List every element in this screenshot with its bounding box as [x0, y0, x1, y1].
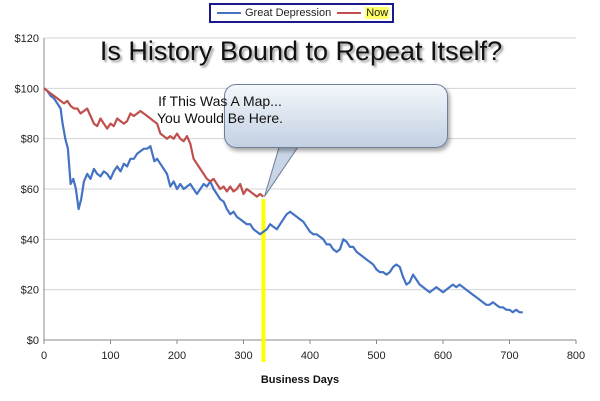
y-axis-ticks: $0 $20 $40 $60 $80 $100 $120 — [15, 33, 39, 347]
legend-item-great-depression: Great Depression — [217, 7, 331, 19]
legend-item-now: Now — [337, 7, 390, 19]
y-tick-label: $100 — [15, 83, 39, 95]
x-tick-label: 100 — [101, 350, 119, 362]
y-tick-label: $20 — [21, 285, 39, 297]
y-tick-label: $80 — [21, 134, 39, 146]
y-tick-label: $60 — [21, 184, 39, 196]
legend-swatch-great-depression — [217, 12, 241, 14]
callout-line-2: You Would Be Here. — [156, 110, 284, 126]
y-tick-label: $40 — [21, 234, 39, 246]
legend-label-great-depression: Great Depression — [245, 7, 332, 19]
legend-label-now: Now — [365, 7, 390, 19]
x-tick-label: 200 — [168, 350, 186, 362]
callout-bubble — [224, 84, 448, 148]
series-line-great-depression — [43, 87, 523, 314]
y-tick-label: $0 — [27, 335, 39, 347]
x-axis-ticks: 0 100 200 300 400 500 600 700 800 — [41, 340, 585, 362]
x-tick-label: 0 — [41, 350, 47, 362]
callout-line-1: If This Was A Map... — [158, 93, 282, 109]
y-tick-label: $120 — [15, 33, 39, 45]
x-tick-label: 500 — [367, 350, 385, 362]
legend: Great Depression Now — [209, 3, 394, 23]
callout-text: If This Was A Map... You Would Be Here. — [0, 93, 440, 127]
x-axis-label: Business Days — [260, 374, 340, 386]
x-tick-label: 800 — [567, 350, 585, 362]
series-line-now — [43, 87, 265, 198]
x-tick-label: 300 — [234, 350, 252, 362]
chart-title: Is History Bound to Repeat Itself? — [99, 36, 503, 66]
legend-swatch-now — [337, 12, 362, 14]
series-layer — [43, 87, 523, 314]
x-tick-label: 700 — [500, 350, 518, 362]
x-tick-label: 600 — [434, 350, 452, 362]
x-tick-label: 400 — [301, 350, 319, 362]
